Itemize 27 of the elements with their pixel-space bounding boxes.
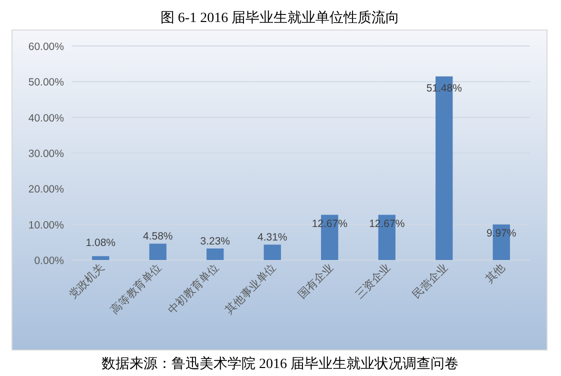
data-label: 3.23% (200, 235, 230, 248)
y-tick-label: 10.00% (28, 219, 64, 232)
y-tick-label: 50.00% (28, 76, 64, 89)
chart-title: 图 6-1 2016 届毕业生就业单位性质流向 (160, 10, 400, 26)
x-tick-label: 民营企业 (410, 260, 450, 302)
x-tick-label: 国有企业 (295, 260, 336, 302)
data-label: 12.67% (312, 218, 348, 230)
data-label: 4.31% (257, 232, 288, 244)
x-tick-label: 党政机关 (66, 260, 107, 302)
data-label: 51.48% (426, 82, 462, 94)
bar (92, 256, 110, 260)
x-tick-label: 高等教育单位 (108, 260, 164, 317)
x-tick-label: 中初教育单位 (165, 260, 222, 317)
y-tick-label: 20.00% (28, 184, 64, 196)
data-label: 4.58% (142, 230, 173, 243)
y-tick-label: 40.00% (28, 112, 64, 124)
data-label: 1.08% (86, 237, 116, 249)
x-tick-label: 三资企业 (352, 260, 393, 302)
bar (264, 244, 281, 260)
x-tick-label: 其他 (482, 260, 508, 286)
bar (149, 244, 166, 260)
y-tick-label: 60.00% (28, 41, 64, 53)
bar (206, 248, 224, 260)
x-tick-label: 其他事业单位 (222, 260, 278, 317)
y-tick-label: 0.00% (34, 255, 64, 267)
source-note: 数据来源：鲁迅美术学院 2016 届毕业生就业状况调查问卷 (102, 356, 458, 372)
y-tick-label: 30.00% (28, 148, 64, 160)
